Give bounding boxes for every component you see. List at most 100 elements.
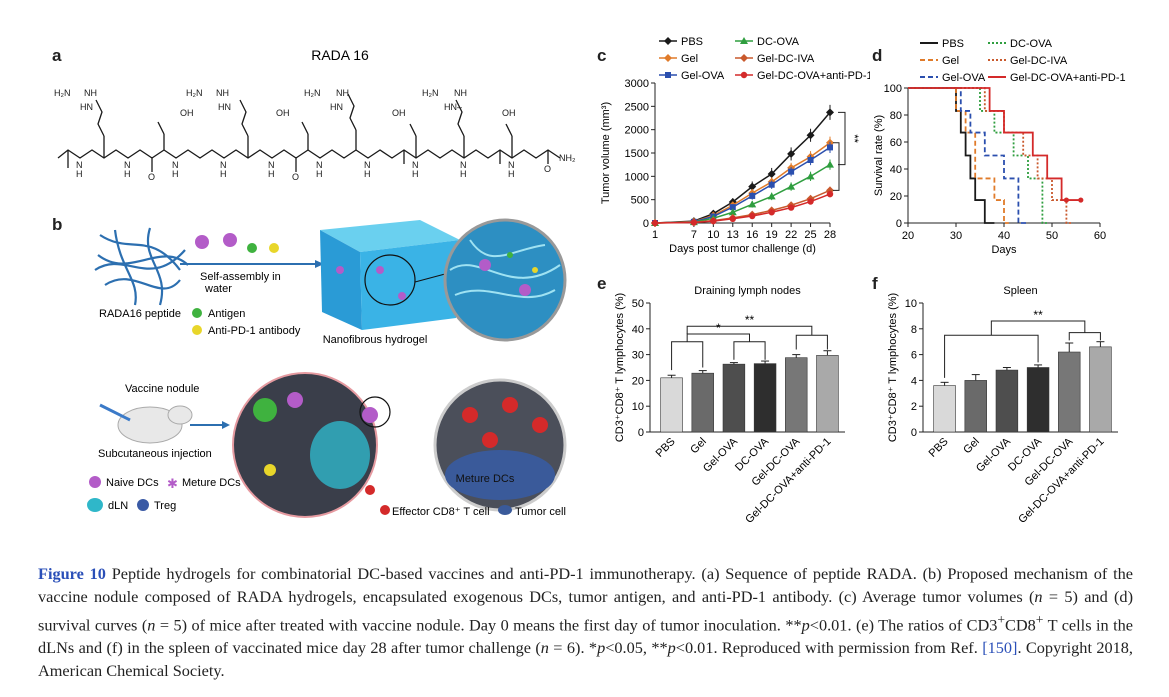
series-line bbox=[654, 111, 831, 224]
svg-text:O: O bbox=[148, 172, 155, 180]
sig-bracket bbox=[733, 341, 766, 360]
effector-legend-icon bbox=[380, 505, 390, 515]
data-point bbox=[826, 190, 834, 198]
series-Gel bbox=[651, 136, 834, 227]
data-point bbox=[710, 217, 717, 225]
y-tick-label: 10 bbox=[632, 401, 644, 413]
legend-label: Gel-DC-OVA+anti-PD-1 bbox=[1010, 72, 1126, 84]
svg-text:H: H bbox=[508, 169, 515, 179]
x-axis-label: Days post tumor challenge (d) bbox=[669, 243, 816, 255]
x-tick-label: 20 bbox=[902, 230, 914, 242]
legend-label: DC-OVA bbox=[1010, 38, 1053, 50]
significance-label: ** bbox=[1033, 308, 1043, 322]
naive-dc-icon bbox=[223, 233, 237, 247]
legend-label: DC-OVA bbox=[757, 36, 800, 48]
data-point bbox=[807, 198, 814, 205]
sig-bracket bbox=[686, 325, 813, 336]
x-tick-label: 13 bbox=[727, 229, 739, 241]
antigen-legend: Antigen bbox=[208, 308, 245, 320]
antibody-icon bbox=[269, 243, 279, 253]
series-Gel-OVA bbox=[652, 141, 833, 226]
legend-label: Gel-DC-IVA bbox=[1010, 55, 1068, 67]
significance-label: ** bbox=[745, 313, 755, 327]
mechanism-schematic: RADA16 peptide Self-assembly in water An… bbox=[87, 218, 567, 518]
legend-marker bbox=[664, 37, 672, 45]
x-axis-label: Days bbox=[991, 244, 1017, 256]
svg-text:H₂N: H₂N bbox=[304, 88, 321, 98]
panel-label-c: c bbox=[597, 46, 607, 65]
rada16-structure: RADA 16 H₂N NH HN OH H₂N NH HN OH H₂N NH HN… bbox=[54, 47, 576, 180]
y-tick-label: 20 bbox=[632, 375, 644, 387]
svg-text:N: N bbox=[124, 160, 131, 170]
treg-legend: Treg bbox=[154, 500, 176, 512]
svg-text:H: H bbox=[316, 169, 323, 179]
data-point bbox=[748, 200, 757, 208]
y-tick-label: 4 bbox=[911, 375, 917, 387]
bar bbox=[995, 369, 1019, 433]
y-tick-label: 3000 bbox=[625, 78, 649, 90]
y-tick-label: 500 bbox=[631, 195, 649, 207]
y-axis-label: Tumor volume (mm³) bbox=[600, 102, 612, 204]
legend-label: Gel-DC-OVA+anti-PD-1 bbox=[757, 70, 870, 82]
survival-curve-Gel-OVA bbox=[908, 87, 1028, 224]
legend-label: Gel bbox=[681, 53, 698, 65]
bar bbox=[660, 377, 683, 433]
tumor-cell-legend: Tumor cell bbox=[515, 506, 566, 518]
data-point bbox=[826, 160, 834, 168]
y-tick-label: 2000 bbox=[625, 125, 649, 137]
data-point bbox=[748, 182, 757, 191]
bar bbox=[722, 363, 746, 433]
x-tick-label: 7 bbox=[691, 229, 697, 241]
data-point bbox=[729, 215, 736, 222]
bar bbox=[816, 355, 839, 433]
figure-number: Figure 10 bbox=[38, 564, 106, 583]
data-point bbox=[788, 168, 795, 175]
svg-text:H₂N: H₂N bbox=[186, 88, 203, 98]
y-tick-label: 8 bbox=[911, 324, 917, 336]
y-tick-label: 50 bbox=[632, 298, 644, 310]
legend-marker bbox=[740, 54, 748, 62]
svg-text:HN–: HN– bbox=[444, 102, 462, 112]
x-tick-label: 40 bbox=[998, 230, 1010, 242]
effector-legend: Effector CD8⁺ T cell bbox=[392, 506, 490, 518]
y-tick-label: 0 bbox=[643, 218, 649, 230]
self-assembly-label: Self-assembly in bbox=[200, 271, 281, 283]
data-point bbox=[787, 182, 796, 190]
dln-legend-icon bbox=[87, 498, 103, 512]
y-tick-label: 100 bbox=[884, 83, 902, 95]
x-tick-label: 25 bbox=[804, 229, 816, 241]
series-Gel-DC-OVA+anti-PD-1 bbox=[651, 190, 834, 227]
x-tick-label: 28 bbox=[824, 229, 836, 241]
chart-title: Spleen bbox=[1003, 285, 1037, 297]
peptide-backbone bbox=[57, 93, 561, 172]
y-axis-label: CD3⁺CD8⁺ T lymphocytes (%) bbox=[614, 293, 626, 442]
svg-text:NH₂: NH₂ bbox=[559, 153, 576, 163]
data-point bbox=[787, 149, 796, 158]
svg-text:N: N bbox=[268, 160, 275, 170]
bar bbox=[785, 357, 808, 433]
legend-label: Gel bbox=[942, 55, 959, 67]
sig-bracket bbox=[795, 334, 828, 350]
legend-label: PBS bbox=[942, 38, 964, 50]
svg-text:N: N bbox=[172, 160, 179, 170]
x-tick-label: Gel-OVA bbox=[701, 435, 740, 474]
svg-text:N: N bbox=[76, 160, 83, 170]
antigen-legend-icon bbox=[192, 308, 202, 318]
series-line bbox=[654, 146, 831, 224]
meture-dcs-legend-icon: ✱ bbox=[167, 476, 178, 491]
x-tick-label: Gel bbox=[688, 436, 709, 457]
data-point bbox=[767, 170, 776, 178]
treg-legend-icon bbox=[137, 499, 149, 511]
data-point bbox=[768, 181, 775, 188]
survival-curve-Gel bbox=[908, 87, 1009, 224]
reference-link[interactable]: [150] bbox=[982, 638, 1018, 658]
y-tick-label: 30 bbox=[632, 350, 644, 362]
survival-curve-DC-OVA bbox=[908, 87, 1048, 224]
x-tick-label: 60 bbox=[1094, 230, 1106, 242]
data-point bbox=[807, 157, 814, 163]
svg-text:OH: OH bbox=[276, 108, 290, 118]
data-point bbox=[690, 219, 698, 226]
svg-text:H: H bbox=[76, 169, 83, 179]
data-point bbox=[806, 131, 815, 140]
